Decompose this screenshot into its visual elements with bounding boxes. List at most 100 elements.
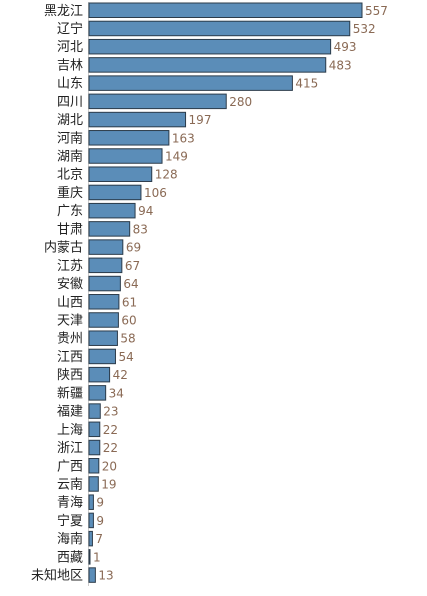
bar <box>88 512 94 529</box>
bar <box>88 294 120 310</box>
value-label: 20 <box>102 459 117 473</box>
value-label: 415 <box>295 77 318 91</box>
category-label: 西藏 <box>57 550 83 565</box>
category-labels-group: 黑龙江辽宁河北吉林山东四川湖北河南湖南北京重庆广东甘肃内蒙古江苏安徽山西天津贵州… <box>31 4 83 584</box>
value-label: 7 <box>95 532 103 546</box>
category-label: 四川 <box>57 95 83 110</box>
category-label: 湖北 <box>57 113 83 128</box>
bar <box>88 202 136 219</box>
value-label: 22 <box>103 441 118 455</box>
bar <box>88 494 94 510</box>
value-label: 60 <box>121 313 136 327</box>
category-label: 青海 <box>57 496 83 511</box>
category-label: 广西 <box>57 459 83 474</box>
category-label: 上海 <box>57 423 83 438</box>
value-label: 61 <box>122 295 137 309</box>
category-label: 北京 <box>57 168 83 183</box>
value-label: 9 <box>96 514 104 528</box>
bars-group <box>88 2 363 583</box>
category-label: 新疆 <box>57 385 83 401</box>
category-label: 广东 <box>57 204 83 219</box>
bar <box>88 403 101 419</box>
value-label: 67 <box>125 259 140 273</box>
value-label: 149 <box>165 150 188 164</box>
bar <box>88 184 142 201</box>
bar <box>88 239 124 255</box>
bar <box>88 130 170 146</box>
bar <box>88 38 332 55</box>
value-label: 493 <box>334 40 357 54</box>
value-label: 280 <box>229 95 252 109</box>
category-label: 江苏 <box>57 258 83 274</box>
bar <box>88 348 116 365</box>
category-label: 甘肃 <box>57 222 83 237</box>
bar <box>88 75 293 91</box>
bar <box>88 421 101 438</box>
bar <box>88 567 96 583</box>
category-label: 黑龙江 <box>44 4 83 19</box>
category-label: 重庆 <box>57 185 83 201</box>
category-label: 河南 <box>57 130 83 146</box>
category-label: 河北 <box>57 40 83 55</box>
category-label: 海南 <box>57 531 83 547</box>
category-label: 辽宁 <box>57 21 83 37</box>
value-label: 106 <box>144 186 167 200</box>
category-label: 陕西 <box>57 368 83 383</box>
category-label: 安徽 <box>57 277 83 292</box>
category-label: 山西 <box>57 295 83 310</box>
category-label: 宁夏 <box>57 513 83 529</box>
value-label: 557 <box>365 4 388 18</box>
category-label: 贵州 <box>57 332 83 347</box>
bar <box>88 549 91 565</box>
value-label: 128 <box>155 168 178 182</box>
bar <box>88 221 131 237</box>
bar <box>88 2 363 18</box>
bar <box>88 275 121 292</box>
bar <box>88 530 93 547</box>
value-label: 23 <box>103 405 118 419</box>
value-label: 163 <box>172 131 195 145</box>
category-label: 吉林 <box>57 58 83 73</box>
category-label: 湖南 <box>57 149 83 165</box>
bar <box>88 166 153 182</box>
value-labels-group: 5575324934834152801971631491281069483696… <box>93 4 388 583</box>
category-label: 浙江 <box>57 441 83 456</box>
bar <box>88 385 107 401</box>
category-label: 未知地区 <box>31 568 83 584</box>
value-label: 13 <box>98 569 113 583</box>
bar <box>88 476 99 492</box>
value-label: 64 <box>123 277 138 291</box>
value-label: 34 <box>109 386 124 400</box>
bar <box>88 439 101 456</box>
value-label: 532 <box>353 22 376 36</box>
value-label: 9 <box>96 496 104 510</box>
bar <box>88 111 187 128</box>
value-label: 58 <box>120 332 135 346</box>
category-label: 江西 <box>57 350 83 365</box>
category-label: 山东 <box>57 77 83 92</box>
value-label: 83 <box>133 222 148 236</box>
bar <box>88 330 118 346</box>
bar <box>88 93 227 110</box>
bar <box>88 257 123 274</box>
category-label: 天津 <box>57 313 83 328</box>
value-label: 483 <box>329 58 352 72</box>
bar <box>88 148 163 164</box>
bar <box>88 458 100 474</box>
bar <box>88 312 119 328</box>
category-label: 云南 <box>57 476 83 492</box>
bar <box>88 366 111 383</box>
value-label: 19 <box>101 477 116 491</box>
value-label: 94 <box>138 204 153 218</box>
category-label: 福建 <box>57 405 83 420</box>
bar <box>88 20 351 37</box>
value-label: 22 <box>103 423 118 437</box>
bar <box>88 57 327 73</box>
value-label: 69 <box>126 241 141 255</box>
category-label: 内蒙古 <box>44 240 83 256</box>
value-label: 197 <box>189 113 212 127</box>
value-label: 42 <box>113 368 128 382</box>
value-label: 1 <box>93 550 101 564</box>
value-label: 54 <box>118 350 133 364</box>
